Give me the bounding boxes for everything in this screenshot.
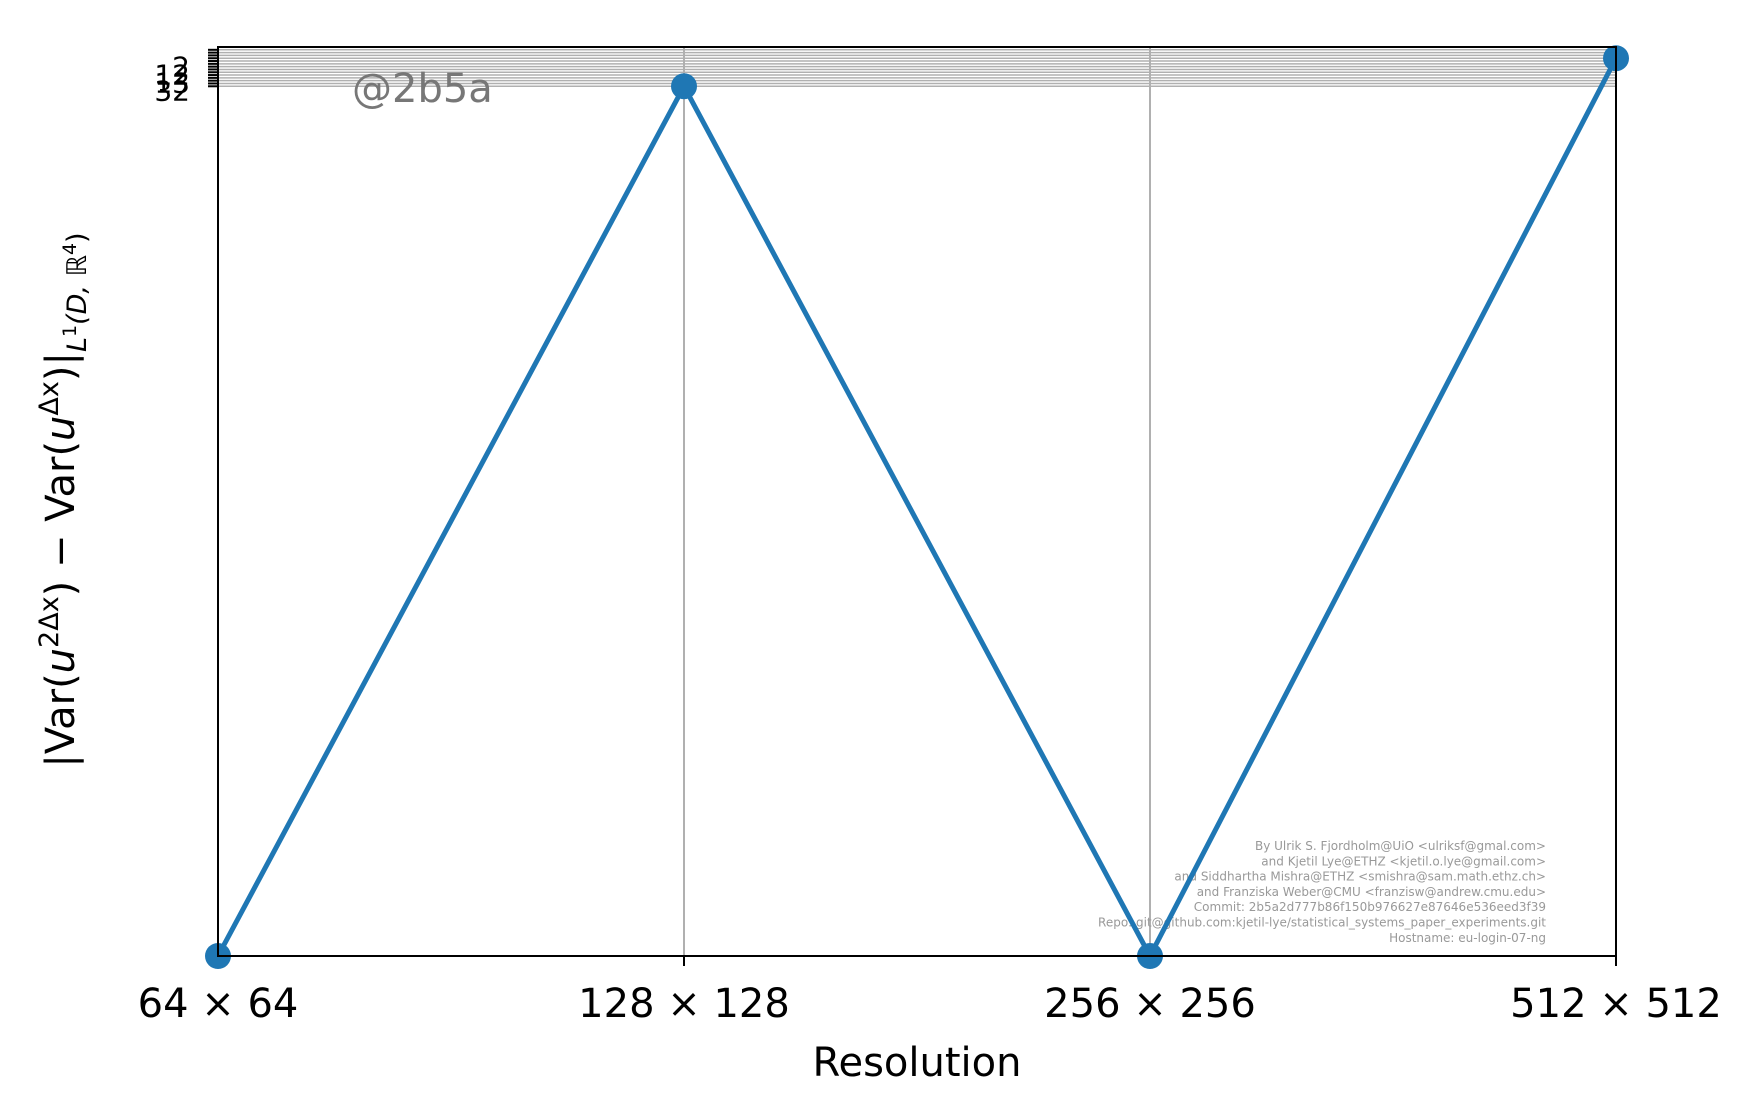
y-tick-label: 32 xyxy=(154,75,190,108)
x-tick-label: 128 × 128 xyxy=(578,981,790,1027)
watermark-line: Repo: git@github.com:kjetil-lye/statisti… xyxy=(1098,916,1546,930)
x-axis-label: Resolution xyxy=(812,1040,1021,1086)
x-axis-ticks: 64 × 64 128 × 128 256 × 256 512 × 512 xyxy=(138,956,1722,1027)
series-line xyxy=(205,45,1629,969)
y-axis-label: |Var(u2Δx) − Var(uΔx)|L1(D, ℝ4) xyxy=(34,232,93,767)
x-tick-label: 512 × 512 xyxy=(1510,981,1722,1027)
watermark-line: and Kjetil Lye@ETHZ <kjetil.o.lye@gmail.… xyxy=(1261,854,1546,868)
data-point xyxy=(671,73,697,100)
watermark-line: By Ulrik S. Fjordholm@UiO <ulriksf@gmal.… xyxy=(1255,839,1546,853)
svg-text:|Var(u2Δx) − Var(uΔx)|L1(D, ℝ4: |Var(u2Δx) − Var(uΔx)|L1(D, ℝ4) xyxy=(34,232,93,767)
x-tick-label: 256 × 256 xyxy=(1044,981,1256,1027)
watermark-line: Hostname: eu-login-07-ng xyxy=(1389,931,1546,945)
y-tick-label: 2 xyxy=(172,51,190,84)
y-tick-label: 13 xyxy=(154,67,190,100)
series-polyline xyxy=(215,57,1619,959)
watermark-line: Commit: 2b5a2d777b86f150b976627e87646e53… xyxy=(1194,900,1546,914)
x-tick-label: 64 × 64 xyxy=(138,981,299,1027)
y-tick-label: 12 xyxy=(154,59,190,92)
grid-lines xyxy=(218,47,1616,956)
plot-frame xyxy=(217,46,1617,957)
annotation-label: @2b5a xyxy=(352,66,493,112)
watermark: By Ulrik S. Fjordholm@UiO <ulriksf@gmal.… xyxy=(1098,839,1546,945)
watermark-line: and Siddhartha Mishra@ETHZ <smishra@sam.… xyxy=(1174,870,1546,884)
watermark-line: and Franziska Weber@CMU <franzisw@andrew… xyxy=(1197,885,1546,899)
